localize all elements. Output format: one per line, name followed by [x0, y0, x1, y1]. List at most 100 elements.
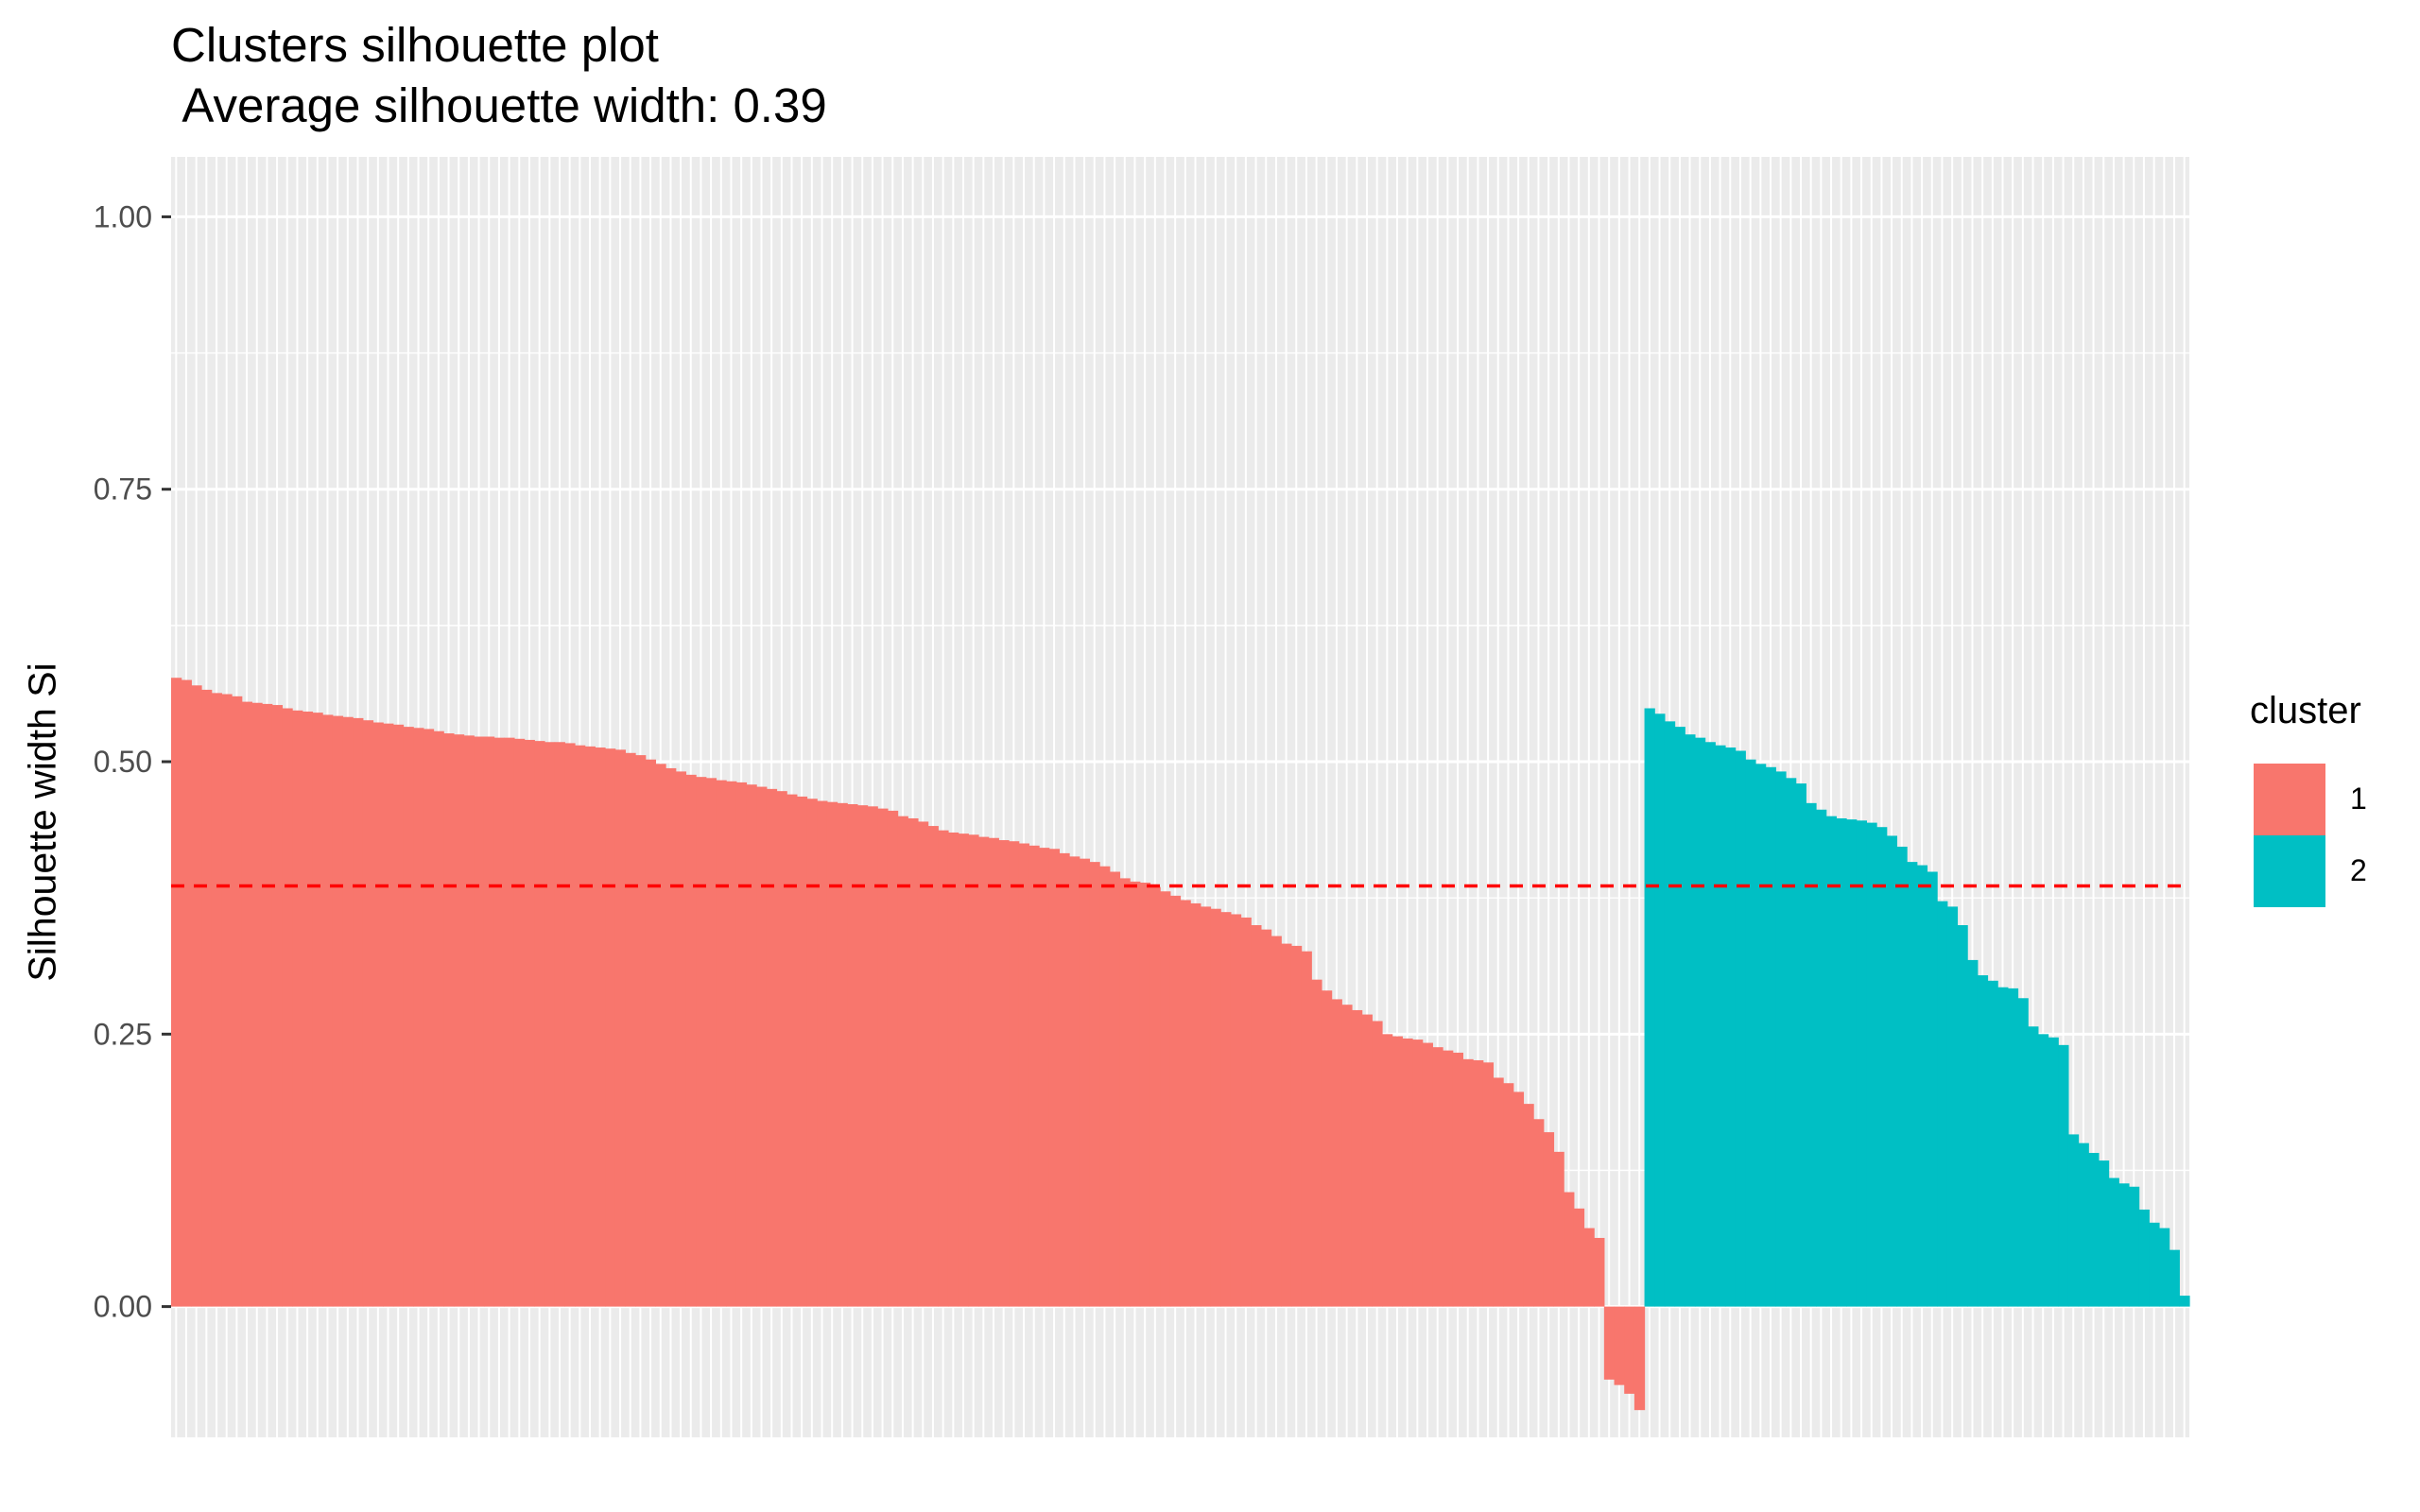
silhouette-bar-cluster-1: [938, 830, 949, 1307]
y-tick-label: 0.00: [94, 1290, 152, 1324]
silhouette-bar-cluster-1: [1543, 1132, 1555, 1307]
silhouette-bar-cluster-1: [786, 794, 798, 1307]
silhouette-bar-cluster-2: [1735, 750, 1746, 1307]
silhouette-bar-cluster-1: [1190, 902, 1201, 1307]
silhouette-bar-cluster-2: [1987, 980, 1998, 1307]
legend-key-cluster-1: [2254, 764, 2325, 835]
silhouette-bar-cluster-2: [1907, 862, 1918, 1307]
silhouette-bar-cluster-1: [605, 748, 616, 1307]
silhouette-bar-cluster-1: [312, 713, 323, 1307]
silhouette-bar-cluster-1: [756, 786, 768, 1307]
silhouette-bar-cluster-1: [504, 737, 515, 1307]
silhouette-bar-cluster-1: [584, 746, 596, 1307]
silhouette-bar-cluster-1: [716, 780, 727, 1307]
silhouette-bar-cluster-1: [1462, 1058, 1474, 1307]
silhouette-bar-cluster-1: [1482, 1062, 1495, 1307]
silhouette-bar-cluster-1: [766, 788, 778, 1307]
silhouette-bar-cluster-1: [1079, 858, 1091, 1307]
silhouette-bar-cluster-2: [1685, 734, 1696, 1307]
silhouette-bar-cluster-1: [383, 723, 394, 1307]
silhouette-bar-cluster-1: [241, 701, 252, 1307]
silhouette-bar-cluster-2: [2118, 1183, 2130, 1307]
silhouette-bar-cluster-1: [978, 836, 990, 1307]
silhouette-bar-cluster-1: [1230, 914, 1242, 1307]
silhouette-bar-cluster-2: [1816, 809, 1827, 1307]
silhouette-bar-cluster-2: [1825, 816, 1837, 1307]
silhouette-bar-cluster-2: [1997, 987, 2009, 1307]
silhouette-bar-cluster-1: [1220, 912, 1232, 1307]
silhouette-bar-cluster-2: [1664, 721, 1676, 1307]
silhouette-bar-cluster-1: [413, 728, 424, 1307]
y-tick-label: 0.75: [94, 472, 152, 507]
silhouette-bar-cluster-2: [2017, 998, 2029, 1307]
silhouette-bar-cluster-2: [2108, 1177, 2119, 1307]
silhouette-bar-cluster-1: [635, 755, 647, 1307]
silhouette-bar-cluster-1: [867, 806, 878, 1307]
silhouette-bar-cluster-1: [1443, 1050, 1454, 1307]
silhouette-bar-cluster-2: [1876, 827, 1888, 1307]
silhouette-bar-cluster-1: [282, 708, 293, 1307]
silhouette-bar-cluster-1: [232, 696, 243, 1307]
silhouette-bar-cluster-1: [474, 736, 485, 1307]
silhouette-bar-cluster-1: [887, 810, 899, 1307]
silhouette-bar-cluster-1: [1069, 856, 1080, 1307]
silhouette-bar-cluster-1: [1281, 943, 1292, 1307]
silhouette-bar-cluster-1: [847, 803, 858, 1307]
silhouette-bar-cluster-1: [1382, 1034, 1393, 1307]
legend-label-cluster-1: 1: [2350, 782, 2367, 816]
silhouette-bar-cluster-1: [1402, 1038, 1413, 1307]
silhouette-bar-cluster-1: [746, 784, 757, 1307]
silhouette-bar-cluster-1: [191, 685, 202, 1307]
silhouette-bar-cluster-1: [302, 711, 314, 1307]
silhouette-bar-cluster-1: [271, 705, 284, 1307]
silhouette-bar-cluster-2: [1896, 846, 1908, 1307]
silhouette-bar-cluster-1: [1311, 979, 1322, 1307]
silhouette-bar-cluster-1: [1603, 1306, 1616, 1380]
silhouette-bar-cluster-1: [1533, 1119, 1545, 1307]
silhouette-bar-cluster-2: [2098, 1160, 2110, 1307]
silhouette-bar-cluster-1: [1160, 891, 1171, 1307]
chart-title: Clusters silhouette plot: [171, 18, 659, 72]
silhouette-bar-cluster-1: [1119, 878, 1131, 1307]
silhouette-bar-cluster-1: [171, 678, 182, 1307]
silhouette-bar-cluster-1: [221, 694, 233, 1307]
silhouette-bar-cluster-2: [2149, 1222, 2160, 1307]
silhouette-bar-cluster-2: [1927, 871, 1938, 1307]
silhouette-bar-cluster-1: [1210, 908, 1221, 1307]
silhouette-bar-cluster-2: [1886, 835, 1898, 1307]
silhouette-bar-cluster-1: [1270, 936, 1282, 1307]
silhouette-bar-cluster-1: [1523, 1104, 1534, 1307]
silhouette-bar-cluster-1: [1240, 917, 1252, 1307]
silhouette-bar-cluster-1: [1503, 1083, 1514, 1307]
silhouette-bar-cluster-1: [251, 702, 263, 1307]
silhouette-bar-cluster-2: [1795, 783, 1806, 1307]
silhouette-bar-cluster-1: [655, 764, 666, 1307]
silhouette-bar-cluster-1: [1150, 886, 1161, 1307]
silhouette-bar-cluster-2: [1856, 820, 1867, 1307]
silhouette-bar-cluster-1: [1169, 895, 1182, 1307]
silhouette-bar-cluster-1: [685, 774, 697, 1307]
legend-key-cluster-2: [2254, 835, 2325, 907]
silhouette-bar-cluster-2: [1806, 802, 1817, 1307]
silhouette-bar-cluster-2: [1977, 975, 1989, 1307]
silhouette-bar-cluster-1: [1059, 852, 1070, 1307]
y-tick-label: 0.50: [94, 745, 152, 779]
silhouette-bar-cluster-1: [493, 737, 505, 1307]
silhouette-bar-cluster-1: [534, 741, 545, 1307]
silhouette-bar-cluster-1: [927, 826, 939, 1307]
silhouette-bar-cluster-2: [2088, 1153, 2100, 1307]
silhouette-bar-cluster-1: [1493, 1077, 1504, 1307]
silhouette-bar-cluster-1: [342, 716, 354, 1307]
silhouette-bar-cluster-2: [1745, 759, 1756, 1307]
silhouette-bar-cluster-1: [332, 715, 344, 1307]
silhouette-bar-cluster-1: [1139, 883, 1151, 1307]
silhouette-bar-cluster-1: [433, 730, 444, 1307]
silhouette-bar-cluster-1: [877, 808, 889, 1307]
silhouette-bar-cluster-1: [947, 832, 959, 1307]
silhouette-bar-cluster-1: [1290, 945, 1303, 1307]
silhouette-bar-cluster-1: [1200, 906, 1212, 1307]
silhouette-bar-cluster-1: [705, 778, 717, 1307]
silhouette-bar-cluster-2: [2007, 988, 2019, 1307]
legend-label-cluster-2: 2: [2350, 853, 2367, 887]
